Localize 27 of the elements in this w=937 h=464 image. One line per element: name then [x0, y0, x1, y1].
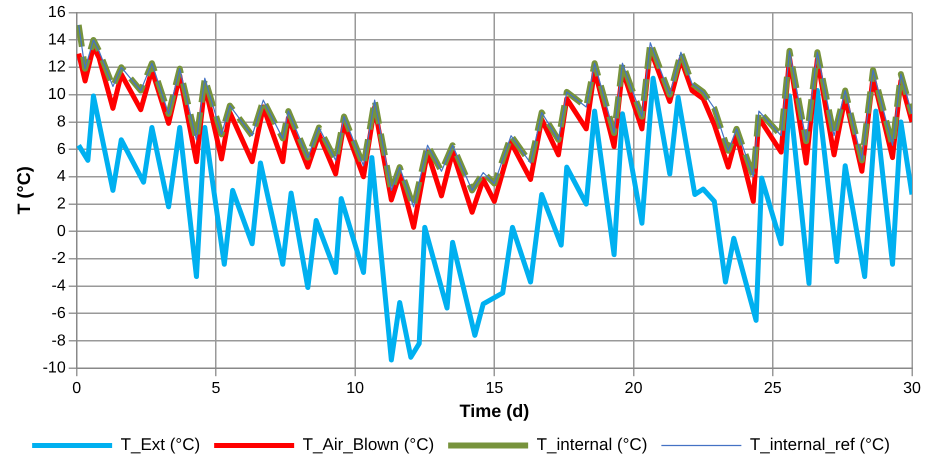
- legend-label: T_Air_Blown (°C): [302, 435, 434, 454]
- x-tick-label: 20: [624, 380, 643, 398]
- x-tick-label: 0: [72, 380, 82, 398]
- y-tick-label: -10: [42, 360, 66, 377]
- y-tick-label: 8: [56, 113, 66, 130]
- x-tick-label: 15: [485, 380, 504, 398]
- x-tick-label: 10: [346, 380, 364, 398]
- legend-label: T_internal_ref (°C): [750, 435, 890, 454]
- y-tick-label: -6: [51, 304, 66, 322]
- y-tick-label: 10: [48, 86, 66, 104]
- x-tick-label: 30: [903, 380, 921, 398]
- y-tick-label: 2: [56, 195, 66, 212]
- y-axis-title: T (°C): [14, 166, 34, 214]
- legend-label: T_internal (°C): [536, 435, 648, 454]
- x-tick-label: 25: [764, 380, 782, 398]
- y-tick-label: 6: [56, 140, 66, 158]
- y-tick-label: -8: [51, 332, 66, 350]
- x-axis-title: Time (d): [460, 401, 530, 422]
- x-tick-label: 5: [211, 380, 220, 398]
- y-tick-label: -4: [51, 278, 66, 295]
- y-tick-label: 14: [48, 31, 66, 48]
- legend-label: T_Ext (°C): [120, 435, 200, 454]
- y-tick-label: 0: [56, 222, 66, 240]
- y-tick-label: -2: [51, 250, 66, 268]
- y-tick-label: 4: [56, 168, 66, 186]
- y-tick-label: 12: [48, 58, 66, 76]
- y-tick-label: 16: [48, 4, 66, 22]
